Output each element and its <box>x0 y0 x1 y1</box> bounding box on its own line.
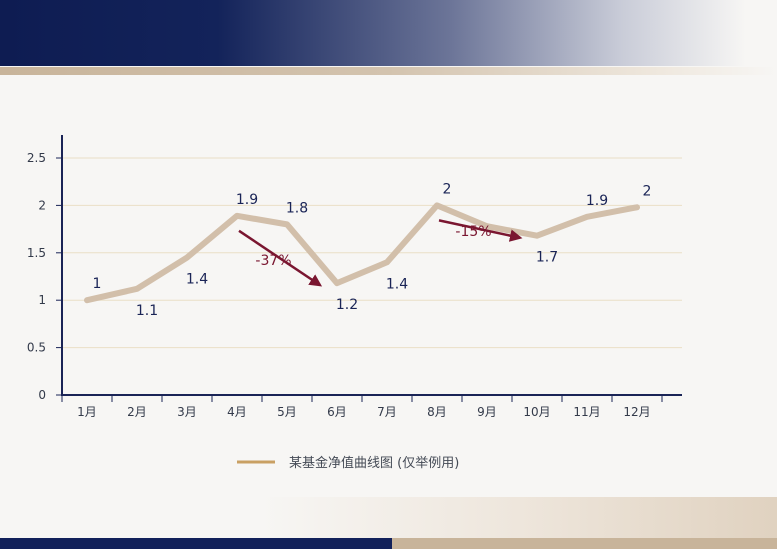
y-tick-label: 0 <box>38 388 46 402</box>
data-label: 2 <box>643 183 652 199</box>
x-tick-label: 5月 <box>277 405 297 419</box>
header-tan-stripe <box>0 67 777 75</box>
x-tick-label: 1月 <box>77 405 97 419</box>
x-tick-labels: 1月 2月 3月 4月 5月 6月 7月 8月 9月 10月 11月 12月 <box>61 395 663 419</box>
axes <box>61 135 682 396</box>
data-label: 1.9 <box>586 193 608 209</box>
data-label: 1.9 <box>236 192 258 208</box>
legend-label: 某基金净值曲线图 (仅举例用) <box>289 455 459 471</box>
x-tick-label: 9月 <box>477 405 497 419</box>
drawdown-arrow <box>238 229 323 287</box>
y-tick-label: 2 <box>38 198 46 212</box>
change-label: -15% <box>455 224 491 240</box>
x-tick-label: 12月 <box>623 405 650 419</box>
data-labels: 1 1.1 1.4 1.9 1.8 1.2 1.4 2 1.7 1.9 2 <box>93 181 652 318</box>
x-tick-label: 10月 <box>523 405 550 419</box>
y-tick-label: 0.5 <box>27 341 46 355</box>
drawdown-arrow <box>438 219 523 242</box>
x-tick-label: 2月 <box>127 405 147 419</box>
x-tick-label: 4月 <box>227 405 247 419</box>
y-tick-label: 1 <box>38 293 46 307</box>
gridlines <box>62 157 682 349</box>
change-label: -37% <box>255 253 291 269</box>
y-tick-labels: 0 0.5 1 1.5 2 2.5 <box>27 151 62 402</box>
y-tick-label: 1.5 <box>27 246 46 260</box>
data-label: 1.4 <box>386 276 408 292</box>
data-label: 2 <box>443 181 452 197</box>
x-tick-label: 7月 <box>377 405 397 419</box>
legend: 某基金净值曲线图 (仅举例用) <box>237 455 459 471</box>
data-label: 1.2 <box>336 297 358 313</box>
footer-navy-bar <box>0 538 392 549</box>
x-tick-label: 3月 <box>177 405 197 419</box>
x-tick-label: 8月 <box>427 405 447 419</box>
y-tick-label: 2.5 <box>27 151 46 165</box>
footer-shade <box>260 497 777 538</box>
data-label: 1.4 <box>186 272 208 288</box>
series-line <box>84 202 640 304</box>
data-label: 1.8 <box>286 200 308 216</box>
change-annotations: -37% -15% <box>238 219 523 287</box>
data-label: 1.1 <box>136 303 158 319</box>
header-navy-band <box>0 0 777 66</box>
x-tick-label: 6月 <box>327 405 347 419</box>
data-label: 1 <box>93 276 102 292</box>
data-label: 1.7 <box>536 250 558 266</box>
x-tick-label: 11月 <box>573 405 600 419</box>
footer-tan-bar <box>392 538 777 549</box>
